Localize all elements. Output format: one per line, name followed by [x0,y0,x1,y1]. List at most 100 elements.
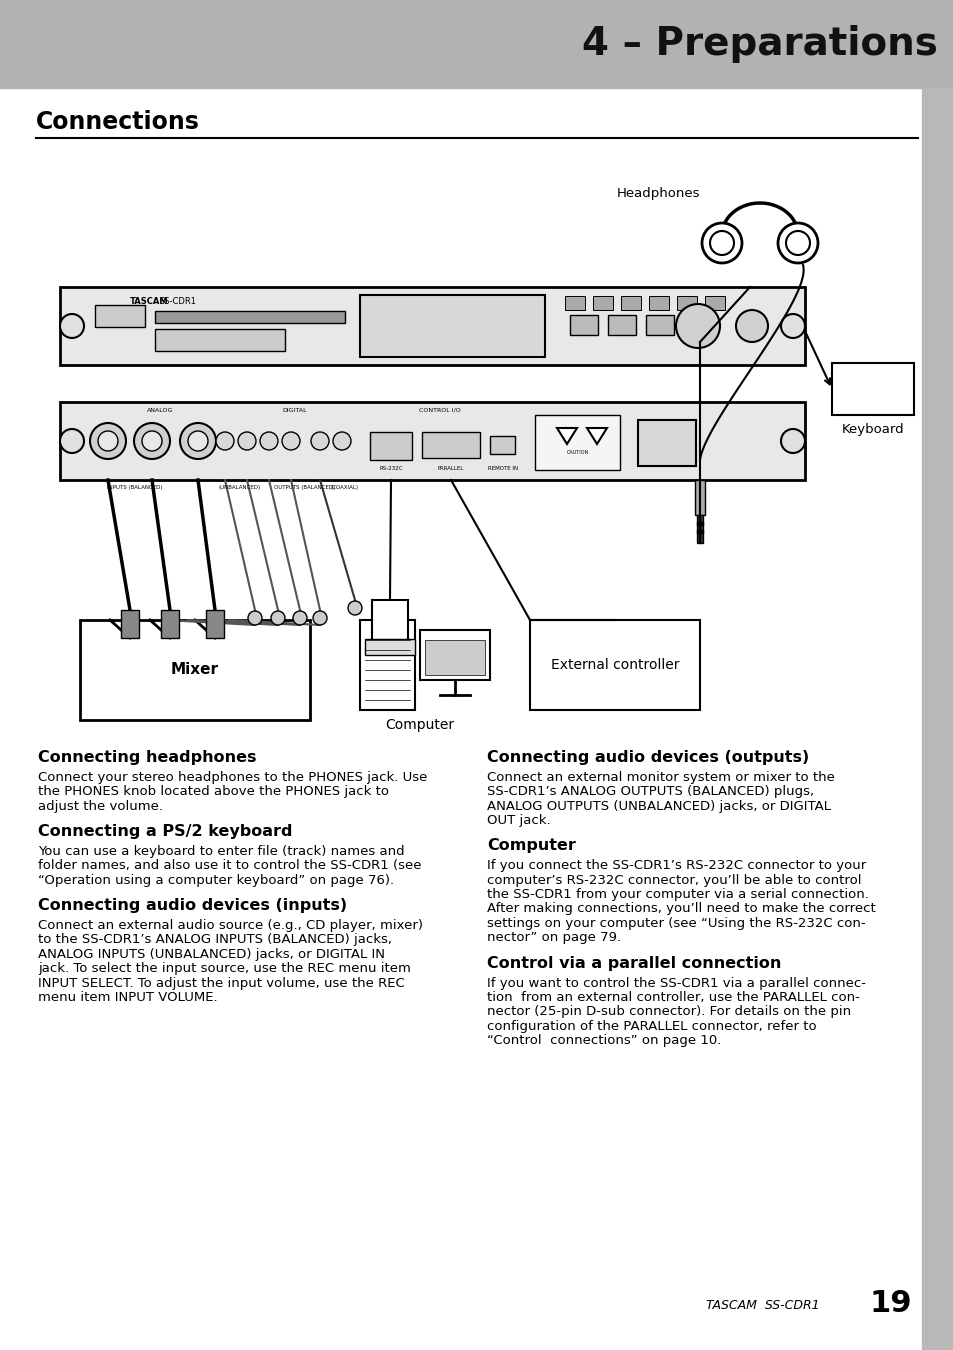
Circle shape [282,432,299,450]
Text: nector” on page 79.: nector” on page 79. [486,931,620,945]
Text: Control via a parallel connection: Control via a parallel connection [486,956,781,971]
Circle shape [133,423,170,459]
Bar [60,288,804,365]
Circle shape [188,431,208,451]
Circle shape [271,612,285,625]
Text: If you want to control the SS-CDR1 via a parallel connec-: If you want to control the SS-CDR1 via a… [486,976,865,990]
Text: Mixer: Mixer [171,663,219,678]
Text: TASCAM  SS-CDR1: TASCAM SS-CDR1 [705,1299,820,1312]
Bar [697,531,702,533]
Text: ANALOG: ANALOG [147,408,173,413]
Polygon shape [557,428,577,444]
Text: settings on your computer (see “Using the RS-232C con-: settings on your computer (see “Using th… [486,917,864,930]
Text: computer’s RS-232C connector, you’ll be able to control: computer’s RS-232C connector, you’ll be … [486,873,861,887]
Bar [154,329,285,351]
Text: OUT jack.: OUT jack. [486,814,550,828]
Text: Connecting audio devices (outputs): Connecting audio devices (outputs) [486,751,808,765]
Bar [530,620,700,710]
Text: External controller: External controller [550,657,679,672]
Bar [490,436,515,454]
Text: Connections: Connections [36,109,200,134]
Bar [677,296,697,310]
Bar [921,88,953,1350]
Bar [593,296,613,310]
Circle shape [98,431,118,451]
Bar [564,296,584,310]
Text: ANALOG INPUTS (UNBALANCED) jacks, or DIGITAL IN: ANALOG INPUTS (UNBALANCED) jacks, or DIG… [38,948,385,961]
Text: You can use a keyboard to enter file (track) names and: You can use a keyboard to enter file (tr… [38,845,404,857]
Text: Connecting headphones: Connecting headphones [38,751,256,765]
Text: Keyboard: Keyboard [841,423,903,436]
Bar [607,315,636,335]
Circle shape [701,223,741,263]
Text: TASCAM: TASCAM [130,297,169,306]
Circle shape [293,612,307,625]
Bar [365,639,415,655]
Circle shape [709,231,733,255]
Circle shape [348,601,361,616]
Circle shape [778,223,817,263]
Text: Connect an external monitor system or mixer to the: Connect an external monitor system or mi… [486,771,834,784]
Bar [704,296,724,310]
Text: Connect your stereo headphones to the PHONES jack. Use: Connect your stereo headphones to the PH… [38,771,427,784]
Text: Computer: Computer [385,718,454,732]
Circle shape [142,431,162,451]
Text: 4 – Preparations: 4 – Preparations [581,26,937,63]
Text: the SS-CDR1 from your computer via a serial connection.: the SS-CDR1 from your computer via a ser… [486,888,868,900]
Text: DIGITAL: DIGITAL [282,408,307,413]
Text: INPUT SELECT. To adjust the input volume, use the REC: INPUT SELECT. To adjust the input volume… [38,976,404,990]
Text: After making connections, you’ll need to make the correct: After making connections, you’ll need to… [486,903,875,915]
Polygon shape [586,428,606,444]
Bar [370,432,412,460]
Circle shape [180,423,215,459]
Circle shape [785,231,809,255]
Text: Connecting a PS/2 keyboard: Connecting a PS/2 keyboard [38,824,293,838]
Text: Connect an external audio source (e.g., CD player, mixer): Connect an external audio source (e.g., … [38,919,422,931]
Bar [359,296,544,356]
Text: jack. To select the input source, use the REC menu item: jack. To select the input source, use th… [38,963,411,975]
Bar [424,640,484,675]
Text: If you connect the SS-CDR1’s RS-232C connector to your: If you connect the SS-CDR1’s RS-232C con… [486,859,865,872]
Text: “Control  connections” on page 10.: “Control connections” on page 10. [486,1034,720,1048]
Bar [154,310,345,323]
Bar [421,432,479,458]
Circle shape [781,429,804,454]
Text: tion  from an external controller, use the PARALLEL con-: tion from an external controller, use th… [486,991,859,1004]
Bar [419,630,490,680]
Circle shape [781,315,804,338]
Bar [620,296,640,310]
Text: (COAXIAL): (COAXIAL) [331,485,358,490]
Bar [697,522,702,525]
Circle shape [215,432,233,450]
Text: Connecting audio devices (inputs): Connecting audio devices (inputs) [38,898,347,913]
Bar [535,414,619,470]
Bar [359,620,415,710]
Text: Headphones: Headphones [616,188,700,200]
Bar [206,610,224,639]
Text: CAUTION: CAUTION [566,450,589,455]
Text: nector (25-pin D-sub connector). For details on the pin: nector (25-pin D-sub connector). For det… [486,1006,850,1018]
Text: menu item INPUT VOLUME.: menu item INPUT VOLUME. [38,991,217,1004]
Bar [569,315,598,335]
Circle shape [676,304,720,348]
Text: “Operation using a computer keyboard” on page 76).: “Operation using a computer keyboard” on… [38,873,394,887]
Bar [645,315,673,335]
Bar [161,610,179,639]
Circle shape [248,612,262,625]
Circle shape [313,612,327,625]
Bar [372,599,408,640]
Text: CONTROL I/O: CONTROL I/O [418,408,460,413]
Text: (UNBALANCED): (UNBALANCED) [218,485,261,490]
Circle shape [90,423,126,459]
Circle shape [333,432,351,450]
Text: 19: 19 [868,1289,911,1318]
Circle shape [60,429,84,454]
Text: SS-CDR1: SS-CDR1 [160,297,196,306]
Bar [95,305,145,327]
Bar [80,620,310,720]
Text: PARALLEL: PARALLEL [437,466,464,471]
Bar [60,402,804,481]
Bar [831,363,913,414]
Circle shape [311,432,329,450]
Text: adjust the volume.: adjust the volume. [38,799,163,813]
